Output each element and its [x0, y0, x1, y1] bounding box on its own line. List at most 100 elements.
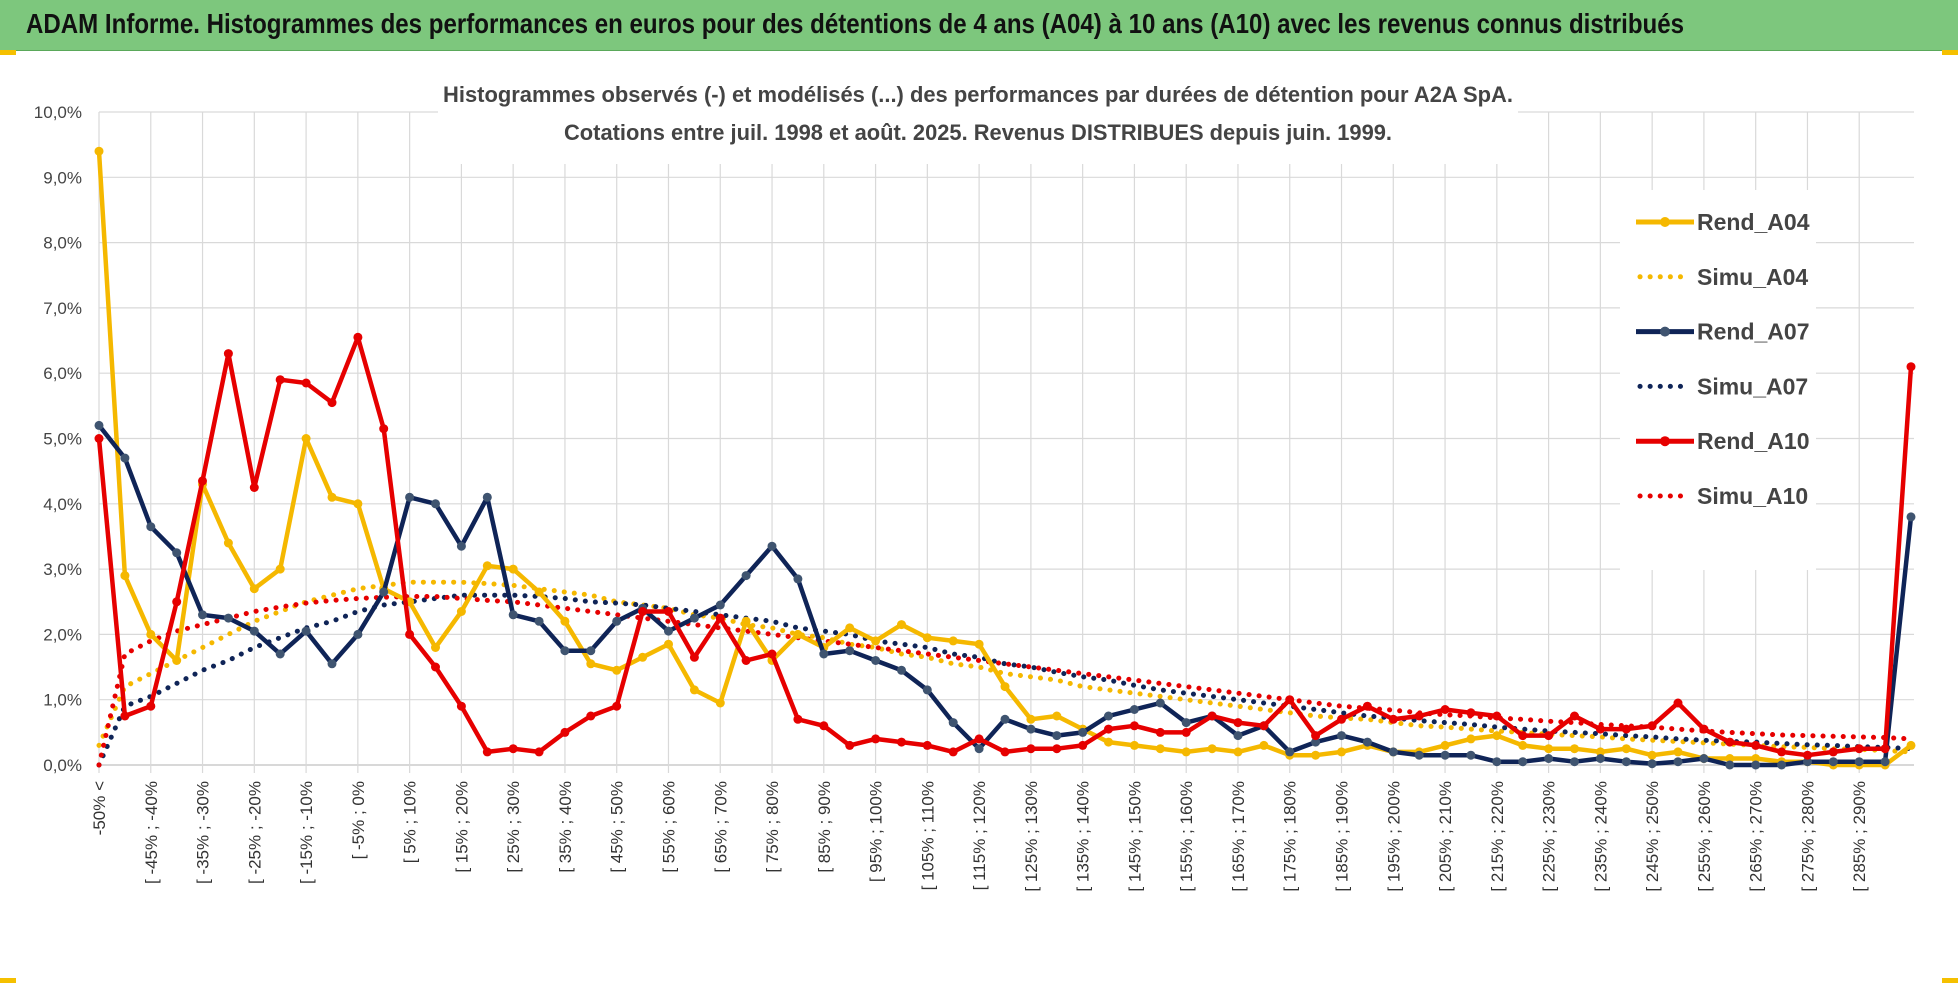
data-point [1233, 731, 1243, 741]
data-point [301, 378, 311, 388]
data-point [948, 718, 958, 728]
x-tick-label: [ 285% ; 290% [1850, 781, 1869, 892]
data-point [198, 476, 207, 486]
y-tick-label: 4,0% [43, 495, 82, 514]
data-point [741, 571, 751, 581]
legend-marker [1660, 217, 1670, 227]
y-tick-label: 8,0% [43, 234, 82, 253]
data-point [1181, 747, 1191, 757]
data-point [1466, 750, 1476, 760]
data-point [1129, 705, 1139, 714]
data-point [1285, 747, 1295, 757]
data-point [664, 607, 673, 616]
data-point [534, 747, 544, 757]
legend-label: Simu_A07 [1697, 373, 1808, 399]
data-point [845, 646, 855, 656]
data-point [1026, 744, 1036, 754]
legend-label: Rend_A07 [1697, 319, 1809, 345]
data-point [1078, 740, 1088, 750]
data-point [301, 626, 311, 636]
data-point [1544, 731, 1554, 741]
data-point [275, 375, 285, 385]
data-point [1052, 731, 1062, 741]
data-point [1725, 754, 1735, 763]
data-point [1647, 750, 1657, 760]
data-point [172, 597, 182, 607]
header-banner: ADAM Informe. Histogrammes des performan… [0, 0, 1958, 51]
x-tick-label: [ 115% ; 120% [970, 781, 989, 890]
data-point [249, 584, 259, 594]
data-point [379, 587, 389, 597]
data-point [1725, 737, 1735, 747]
data-point [1440, 740, 1450, 750]
y-tick-label: 2,0% [43, 625, 82, 644]
data-point [431, 662, 440, 672]
data-point [301, 434, 311, 443]
x-tick-label: [ 35% ; 40% [556, 781, 575, 873]
data-point [1906, 362, 1916, 372]
data-point [767, 541, 777, 551]
data-point [456, 607, 466, 616]
x-tick-label: -50% < [90, 781, 109, 835]
corner-marker [0, 978, 16, 983]
x-tick-label: [ 155% ; 160% [1177, 781, 1196, 892]
data-point [456, 701, 466, 711]
gridlines [98, 111, 1914, 773]
data-point [1104, 737, 1113, 747]
data-point [1129, 721, 1139, 731]
data-point [1026, 714, 1036, 724]
data-point [1233, 747, 1243, 757]
x-tick-label: [ 95% ; 100% [867, 781, 886, 882]
data-point [327, 398, 337, 408]
data-point [612, 616, 622, 626]
data-point [94, 434, 104, 443]
data-point [353, 332, 363, 342]
data-point [871, 636, 881, 646]
data-point [1880, 757, 1890, 767]
data-point [922, 685, 932, 695]
data-point [1595, 754, 1605, 763]
x-tick-label: [ 65% ; 70% [711, 781, 730, 873]
data-point [1388, 747, 1398, 757]
x-tick-label: [ 55% ; 60% [659, 781, 678, 873]
data-point [664, 626, 673, 636]
x-tick-label: [ 105% ; 110% [918, 781, 937, 890]
data-point [405, 492, 415, 502]
data-point [275, 564, 285, 574]
histogram-chart: -50% < [ -45% ; -40% [ -35% ; -30% [ -25% ;… [34, 74, 1916, 892]
y-axis-labels: 0,0% 1,0% 2,0% 3,0% 4,0% 5,0% 6,0% 7,0% 8,0% 9,0%… [34, 103, 82, 775]
x-tick-label: [ 145% ; 150% [1125, 781, 1144, 892]
data-point [1311, 750, 1321, 760]
data-point [793, 574, 803, 584]
x-tick-label: [ -15% ; -10% [297, 781, 316, 884]
data-point [1544, 754, 1554, 763]
x-tick-label: [ 215% ; 220% [1488, 781, 1507, 892]
legend-label: Rend_A10 [1697, 428, 1809, 454]
data-point [1518, 740, 1528, 750]
data-point [1311, 731, 1321, 741]
data-point [689, 685, 699, 695]
legend-label: Simu_A04 [1697, 264, 1808, 290]
data-point [223, 613, 233, 623]
data-point [198, 610, 207, 620]
report-title: ADAM Informe. Histogrammes des performan… [26, 8, 1685, 39]
data-point [1699, 724, 1709, 734]
x-tick-label: [ 255% ; 260% [1695, 781, 1714, 892]
series-Simu_A10 [96, 594, 1914, 768]
data-point [1026, 724, 1036, 734]
data-point [456, 541, 466, 551]
data-point [948, 747, 958, 757]
data-point [1621, 724, 1631, 734]
data-point [1259, 740, 1269, 750]
data-point [560, 646, 570, 656]
legend-marker [1660, 436, 1670, 447]
data-point [1492, 757, 1502, 767]
data-point [1621, 757, 1631, 767]
legend-marker [1660, 326, 1670, 337]
data-point [353, 499, 363, 509]
x-tick-label: [ 175% ; 180% [1281, 781, 1300, 892]
data-point [974, 734, 984, 744]
x-axis-labels: -50% < [ -45% ; -40% [ -35% ; -30% [ -25% ;… [90, 781, 1869, 892]
data-point [1414, 750, 1424, 760]
data-point [845, 740, 855, 750]
